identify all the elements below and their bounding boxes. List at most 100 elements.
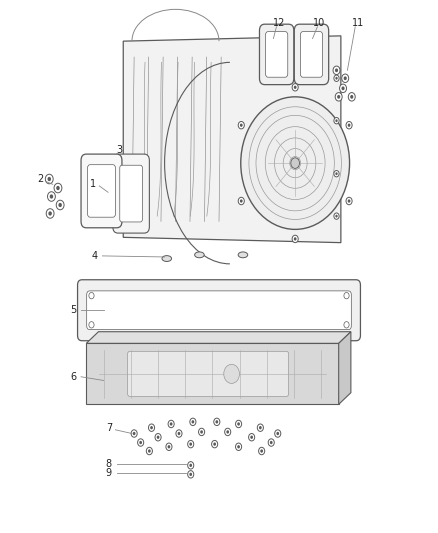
Circle shape [168, 445, 170, 448]
Circle shape [259, 426, 262, 430]
Polygon shape [86, 332, 351, 343]
Circle shape [336, 215, 338, 217]
Circle shape [250, 435, 253, 439]
Ellipse shape [238, 252, 248, 258]
Circle shape [334, 117, 339, 124]
FancyBboxPatch shape [87, 291, 351, 329]
Circle shape [237, 422, 240, 426]
Circle shape [148, 424, 155, 431]
Text: 8: 8 [106, 459, 112, 469]
Circle shape [236, 443, 242, 450]
Circle shape [200, 430, 203, 434]
Text: 11: 11 [352, 18, 364, 28]
Circle shape [240, 124, 243, 127]
Text: 4: 4 [92, 251, 98, 261]
Circle shape [191, 420, 194, 424]
Circle shape [176, 430, 182, 437]
Circle shape [58, 203, 62, 207]
Ellipse shape [194, 252, 204, 258]
Circle shape [177, 432, 180, 435]
Circle shape [336, 119, 338, 122]
Circle shape [257, 424, 263, 431]
Circle shape [56, 186, 60, 190]
Circle shape [212, 440, 218, 448]
Circle shape [339, 84, 346, 93]
Text: 9: 9 [106, 469, 112, 478]
Circle shape [155, 433, 161, 441]
Circle shape [237, 445, 240, 448]
Circle shape [46, 209, 54, 218]
Circle shape [249, 433, 254, 441]
Circle shape [276, 432, 279, 435]
Circle shape [334, 213, 339, 219]
Circle shape [131, 430, 137, 437]
Circle shape [224, 365, 240, 383]
Circle shape [139, 441, 142, 444]
Circle shape [138, 439, 144, 446]
Circle shape [170, 422, 173, 426]
Text: 12: 12 [273, 18, 285, 28]
Circle shape [334, 75, 339, 82]
Circle shape [236, 420, 242, 427]
Circle shape [348, 199, 350, 203]
Circle shape [350, 95, 353, 99]
Text: 1: 1 [90, 179, 96, 189]
Circle shape [47, 192, 55, 201]
Circle shape [225, 428, 231, 435]
Circle shape [168, 420, 174, 427]
Circle shape [89, 321, 94, 328]
Circle shape [54, 183, 62, 193]
Circle shape [241, 97, 350, 229]
Circle shape [291, 158, 300, 168]
Circle shape [157, 435, 159, 439]
Circle shape [146, 447, 152, 455]
Circle shape [270, 441, 272, 444]
Circle shape [260, 449, 263, 453]
Circle shape [292, 84, 298, 91]
Circle shape [133, 432, 135, 435]
Circle shape [49, 195, 53, 199]
FancyBboxPatch shape [127, 351, 289, 397]
Ellipse shape [162, 256, 172, 262]
FancyBboxPatch shape [88, 165, 116, 217]
FancyBboxPatch shape [113, 154, 149, 233]
Text: 3: 3 [117, 145, 123, 155]
Circle shape [189, 464, 192, 467]
Circle shape [89, 293, 94, 299]
Circle shape [46, 174, 53, 184]
FancyBboxPatch shape [300, 31, 322, 77]
Circle shape [48, 211, 52, 216]
Text: 2: 2 [37, 174, 44, 184]
FancyBboxPatch shape [78, 280, 360, 341]
Circle shape [198, 428, 205, 435]
Text: 7: 7 [106, 423, 112, 433]
Circle shape [333, 66, 340, 75]
FancyBboxPatch shape [294, 24, 328, 85]
Polygon shape [339, 332, 351, 405]
FancyBboxPatch shape [120, 165, 142, 222]
Circle shape [226, 430, 229, 434]
Circle shape [292, 235, 298, 243]
Circle shape [258, 447, 265, 455]
Circle shape [56, 200, 64, 210]
Circle shape [344, 293, 349, 299]
Polygon shape [123, 36, 341, 243]
Circle shape [268, 439, 274, 446]
Text: 10: 10 [313, 18, 325, 28]
Circle shape [335, 93, 342, 101]
Circle shape [342, 74, 349, 83]
Circle shape [166, 443, 172, 450]
Circle shape [336, 172, 338, 175]
Circle shape [335, 68, 338, 72]
Circle shape [342, 86, 345, 90]
Circle shape [275, 430, 281, 437]
Circle shape [238, 122, 244, 129]
Circle shape [214, 418, 220, 425]
FancyBboxPatch shape [265, 31, 288, 77]
Circle shape [348, 124, 350, 127]
Circle shape [187, 462, 194, 469]
Text: 6: 6 [70, 372, 76, 382]
Circle shape [294, 86, 297, 89]
Circle shape [215, 420, 218, 424]
Circle shape [190, 418, 196, 425]
